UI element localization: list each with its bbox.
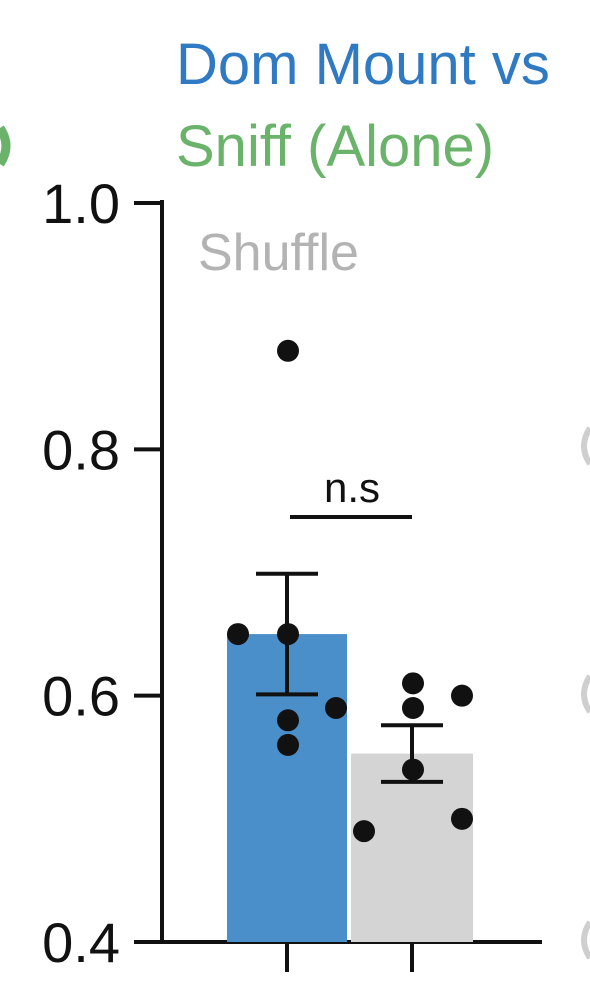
y-tick-label-0: 0.4: [42, 911, 120, 974]
title-line-2: Sniff (Alone): [176, 114, 494, 179]
significance-label: n.s: [324, 464, 380, 511]
point-observed-5: [277, 733, 299, 756]
y-tick-label-3: 1.0: [42, 172, 120, 235]
edge-glyph-3: [581, 920, 590, 960]
point-observed-1: [227, 623, 249, 646]
y-tick-labels: 0.4 0.6 0.8 1.0: [42, 172, 120, 974]
point-shuffle-2: [402, 696, 424, 719]
edge-glyph-1: [581, 426, 590, 466]
legend-shuffle: Shuffle: [198, 224, 359, 282]
points-shuffle: [353, 672, 473, 843]
y-tick-label-2: 0.8: [42, 418, 120, 481]
edge-glyph-2: [581, 674, 590, 714]
point-observed-2: [277, 623, 299, 646]
point-shuffle-0: [402, 672, 424, 695]
bar-shuffle: [351, 753, 473, 942]
point-shuffle-3: [402, 758, 424, 781]
point-observed-4: [277, 709, 299, 732]
point-observed-3: [325, 696, 347, 719]
points-observed: [227, 339, 347, 756]
title-line-1: Dom Mount vs: [176, 32, 550, 97]
point-observed-0: [277, 339, 299, 362]
point-shuffle-4: [451, 807, 473, 830]
point-shuffle-1: [451, 684, 473, 707]
y-tick-label-1: 0.6: [42, 665, 120, 728]
y-ticks: [134, 201, 162, 944]
point-shuffle-5: [353, 820, 375, 843]
partial-glyph: [0, 125, 11, 167]
